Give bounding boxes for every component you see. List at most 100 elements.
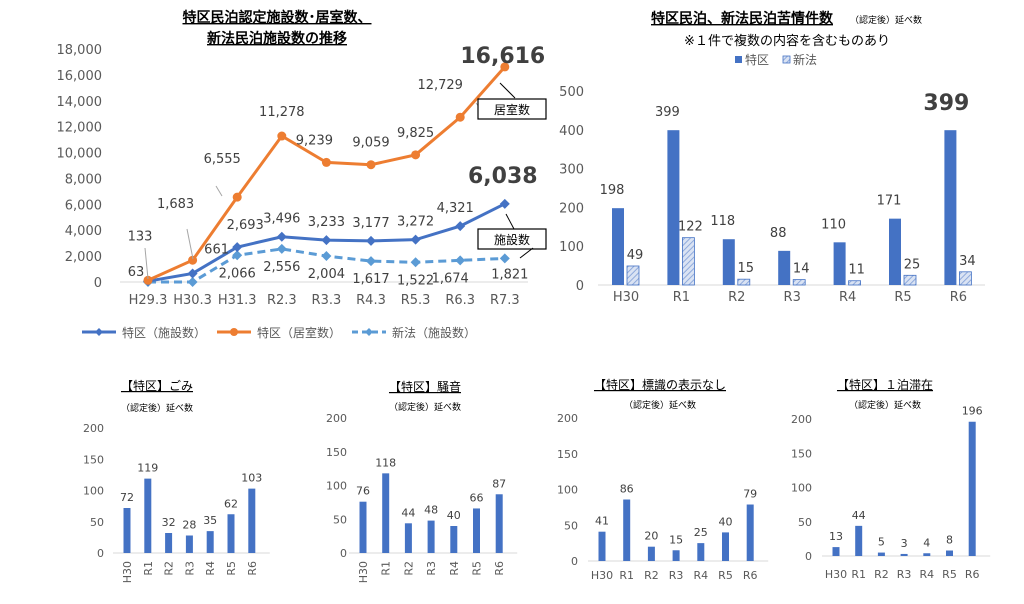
data-label: 4	[923, 536, 930, 549]
data-label: 171	[877, 194, 902, 209]
x-tick-label: R4	[919, 568, 934, 581]
y-tick-label: 0	[340, 547, 347, 560]
bar	[722, 532, 729, 561]
y-tick-label: 2,000	[65, 250, 102, 265]
chart-subtitle: （認定後）延べ数	[849, 399, 921, 411]
data-label: 9,825	[397, 126, 434, 141]
data-point-diamond	[366, 256, 376, 267]
x-tick-label: R1	[380, 561, 393, 576]
y-tick-label: 200	[559, 201, 584, 216]
legend-label: 特区（居室数）	[257, 325, 341, 340]
data-label: 15	[669, 533, 683, 546]
bar	[227, 514, 235, 553]
bar-tokku	[667, 130, 680, 285]
x-tick-label: R5	[471, 561, 484, 576]
series-line-1	[147, 65, 506, 282]
x-tick-label: R4	[693, 569, 708, 582]
data-label: 9,059	[352, 136, 389, 151]
bar-shinpo	[682, 237, 695, 286]
y-tick-label: 6,000	[65, 198, 102, 213]
data-label: 86	[620, 483, 634, 496]
y-tick-label: 8,000	[65, 172, 102, 187]
data-point-diamond	[187, 268, 198, 279]
x-tick-label: R2	[728, 290, 745, 305]
x-tick-label: R5	[894, 290, 911, 305]
data-point-circle	[143, 275, 153, 285]
y-tick-label: 4,000	[65, 224, 102, 239]
bar	[165, 533, 173, 553]
y-tick-label: 500	[559, 85, 584, 100]
data-label: 13	[829, 530, 843, 543]
data-label: 62	[224, 497, 238, 510]
data-label: 3,272	[397, 215, 434, 230]
x-tick-label: R3	[897, 568, 912, 581]
legend-marker-diamond	[365, 328, 373, 336]
x-tick-label: R1	[673, 290, 690, 305]
y-tick-label: 16,000	[57, 69, 103, 84]
x-tick-label: R2	[402, 561, 415, 576]
bar	[623, 499, 631, 561]
data-label: 88	[770, 226, 787, 241]
y-tick-label: 150	[326, 446, 347, 459]
data-label: 2,066	[219, 266, 256, 281]
data-point-diamond	[276, 243, 287, 254]
data-label: 14	[793, 262, 810, 277]
data-label: 1,617	[352, 272, 389, 287]
data-label: 2,556	[263, 260, 300, 275]
y-tick-label: 200	[557, 412, 578, 425]
x-tick-label: R5.3	[401, 293, 431, 308]
chart-title: 【特区】１泊滞在	[837, 377, 933, 392]
data-label: 1,683	[157, 197, 194, 212]
data-label: 25	[694, 526, 708, 539]
highlight-value-label: 399	[923, 91, 969, 116]
data-point-diamond	[499, 253, 510, 264]
legend-label: 特区	[745, 52, 769, 67]
x-tick-label: R4	[448, 561, 461, 576]
data-label: 133	[128, 229, 153, 244]
data-point-diamond	[321, 235, 332, 246]
bar-tokku	[833, 242, 846, 285]
x-tick-label: R6	[493, 561, 506, 576]
bar	[206, 531, 214, 553]
chart-subtitle: （認定後）延べ数	[389, 401, 461, 413]
chart-subtitle: （認定後）延べ数	[624, 399, 696, 411]
x-tick-label: H31.3	[218, 293, 257, 308]
callout-label: 施設数	[494, 232, 530, 247]
y-tick-label: 400	[559, 124, 584, 139]
y-tick-label: 50	[564, 519, 578, 532]
bar	[427, 520, 435, 553]
data-point-circle	[232, 192, 242, 202]
data-label: 1,674	[432, 271, 469, 286]
bar	[185, 535, 193, 553]
x-tick-label: R6	[743, 569, 758, 582]
bar	[832, 547, 840, 556]
x-tick-label: R2	[874, 568, 889, 581]
y-tick-label: 200	[326, 412, 347, 425]
data-label: 661	[204, 242, 229, 257]
chart-title-line2: 新法民泊施設数の推移	[207, 30, 347, 47]
data-label: 11,278	[259, 105, 305, 120]
bar	[923, 553, 931, 556]
data-point-diamond	[499, 198, 510, 209]
callout-pointer	[505, 213, 515, 230]
bar	[647, 546, 655, 561]
data-label: 87	[492, 477, 506, 490]
data-label: 3,177	[352, 216, 389, 231]
callout-pointer	[499, 82, 516, 99]
data-label: 103	[241, 472, 262, 485]
bar-shinpo	[903, 274, 917, 286]
data-label: 48	[424, 504, 438, 517]
x-tick-label: R4.3	[356, 293, 386, 308]
x-tick-label: R3	[183, 561, 196, 576]
data-label: 72	[120, 491, 134, 504]
bar	[672, 550, 680, 561]
data-point-circle	[188, 255, 198, 265]
highlight-value-label: 6,038	[468, 164, 538, 189]
y-tick-label: 100	[559, 240, 584, 255]
bar-tokku	[612, 208, 624, 285]
data-label: 49	[627, 248, 644, 263]
chart-title: 特区民泊、新法民泊苦情件数	[651, 10, 834, 27]
data-label: 79	[743, 488, 757, 501]
y-tick-label: 0	[805, 550, 812, 563]
x-tick-label: R6	[246, 561, 259, 576]
